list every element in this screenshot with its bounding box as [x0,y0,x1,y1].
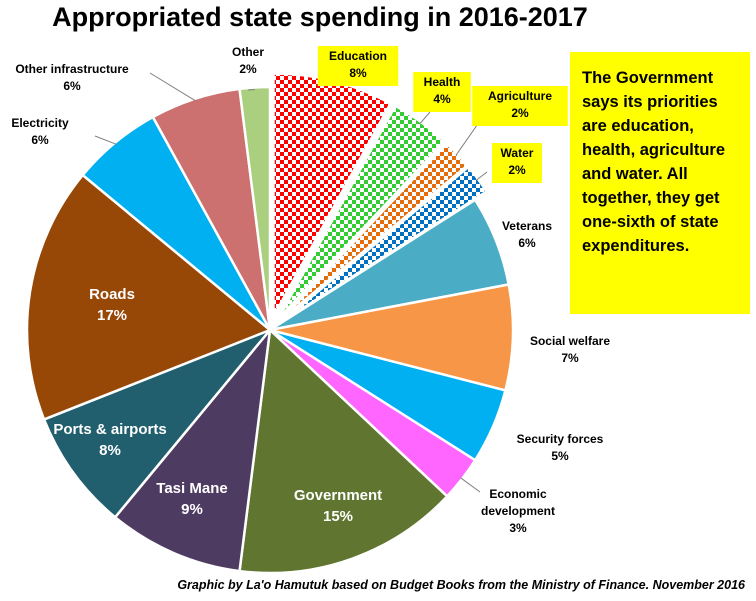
highlight-box [317,46,399,86]
slice-label-education: Education [329,49,387,63]
slice-percent-health: 4% [433,92,451,106]
slice-label-social-welfare: Social welfare [530,334,610,348]
slice-percent-security-forces: 5% [551,449,569,463]
leader-line [149,72,196,102]
slice-label-roads: Roads [89,286,135,303]
slice-percent-other-infrastructure: 6% [63,79,81,93]
source-credit: Graphic by La'o Hamutuk based on Budget … [177,578,745,592]
slice-percent-electricity: 6% [31,133,49,147]
highlight-box [413,72,471,112]
leader-line [419,111,431,125]
highlight-box [492,143,542,183]
slice-percent-water: 2% [508,163,526,177]
leader-line [94,135,117,145]
slice-label-veterans: Veterans [502,219,552,233]
priorities-note: The Government says its priorities are e… [570,52,750,314]
slice-percent-social-welfare: 7% [561,351,579,365]
slice-percent-government: 15% [323,508,353,525]
slice-label-economic-development: Economic [489,487,547,501]
slice-label-government: Government [294,487,382,504]
slice-percent-veterans: 6% [518,236,536,250]
leader-line [460,477,481,493]
slice-percent-agriculture: 2% [511,106,529,120]
pie-slices [25,72,515,575]
slice-label-economic-development: development [481,504,555,518]
slice-label-ports-airports: Ports & airports [53,421,166,438]
slice-labels: Education 8% Health 4% Agriculture 2% Water 2% V… [11,45,610,535]
pie-slice-roads [25,173,273,422]
slice-label-security-forces: Security forces [517,432,604,446]
slice-percent-tasi-mane: 9% [181,501,203,518]
pie-slice-other [238,85,272,331]
slice-label-other: Other [232,45,264,59]
pie-slice-social-welfare [269,283,515,392]
slice-percent-economic-development: 3% [509,521,527,535]
slice-label-agriculture: Agriculture [488,89,552,103]
slice-label-tasi-mane: Tasi Mane [156,480,227,497]
highlight-box [472,86,568,126]
slice-percent-education: 8% [349,66,367,80]
leader-line [247,88,255,91]
slice-percent-roads: 17% [97,307,127,324]
slice-label-water: Water [501,146,534,160]
slice-percent-ports-airports: 8% [99,442,121,459]
slice-label-other-infrastructure: Other infrastructure [15,62,129,76]
pie-slice-tasi-mane [113,325,272,573]
slice-percent-other: 2% [239,62,257,76]
chart-title: Appropriated state spending in 2016-2017 [52,2,588,32]
leader-line [475,171,488,181]
pie-slice-government [238,327,449,575]
pie-slice-ports-airports [42,328,271,519]
slice-label-health: Health [424,75,461,89]
slice-label-electricity: Electricity [11,116,69,130]
